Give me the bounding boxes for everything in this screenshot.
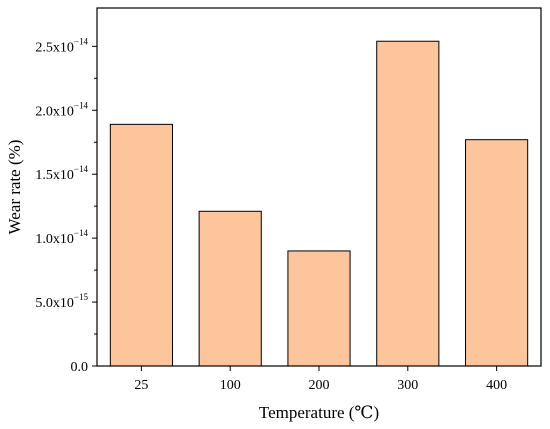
y-axis-ticks: 0.0 5.0x10−15 1.0x10−14 1.5x10−14 2.0x10−14 2… [35,36,97,375]
x-axis-ticks: 25 100 200 300 400 [134,366,507,393]
y-tick-label: 0.0 [71,360,89,375]
x-tick-label-300: 300 [397,378,418,393]
y-axis-title: Wear rate (%) [5,140,24,235]
y-tick-label: 2.5x10−14 [35,36,88,55]
bar-300 [376,40,440,367]
y-tick-label: 5.0x10−15 [35,292,88,311]
x-tick-label-400: 400 [486,378,507,393]
x-tick-label-100: 100 [220,378,241,393]
bar-25 [109,123,173,367]
x-tick-label-200: 200 [309,378,330,393]
bar-100 [198,210,262,367]
x-axis-title: Temperature (℃) [259,403,379,422]
y-tick-label: 2.0x10−14 [35,100,88,119]
bar-200 [287,250,351,367]
plot-frame [96,7,542,367]
x-tick-label-25: 25 [134,378,148,393]
bar-400 [465,139,529,367]
y-tick-label: 1.5x10−14 [35,164,88,183]
y-tick-label: 1.0x10−14 [35,228,88,247]
bars-group [109,40,529,367]
